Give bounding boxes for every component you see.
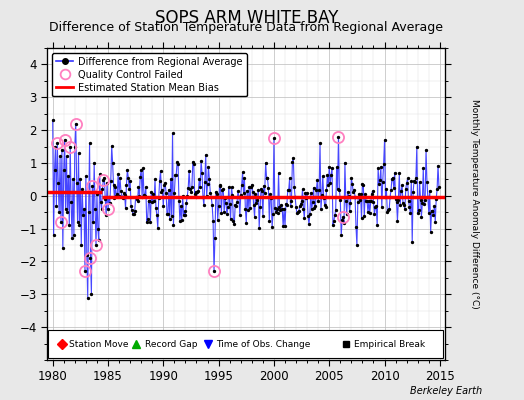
Text: Berkeley Earth: Berkeley Earth xyxy=(410,386,482,396)
Legend: Difference from Regional Average, Quality Control Failed, Estimated Station Mean: Difference from Regional Average, Qualit… xyxy=(52,53,247,96)
Text: Difference of Station Temperature Data from Regional Average: Difference of Station Temperature Data f… xyxy=(49,21,443,34)
Text: Time of Obs. Change: Time of Obs. Change xyxy=(216,340,311,349)
Y-axis label: Monthly Temperature Anomaly Difference (°C): Monthly Temperature Anomaly Difference (… xyxy=(470,99,479,309)
Title: SOPS ARM WHITE BAY: SOPS ARM WHITE BAY xyxy=(155,9,338,27)
Text: Empirical Break: Empirical Break xyxy=(354,340,425,349)
Text: Station Move: Station Move xyxy=(69,340,129,349)
FancyBboxPatch shape xyxy=(48,330,443,358)
Text: Record Gap: Record Gap xyxy=(145,340,197,349)
